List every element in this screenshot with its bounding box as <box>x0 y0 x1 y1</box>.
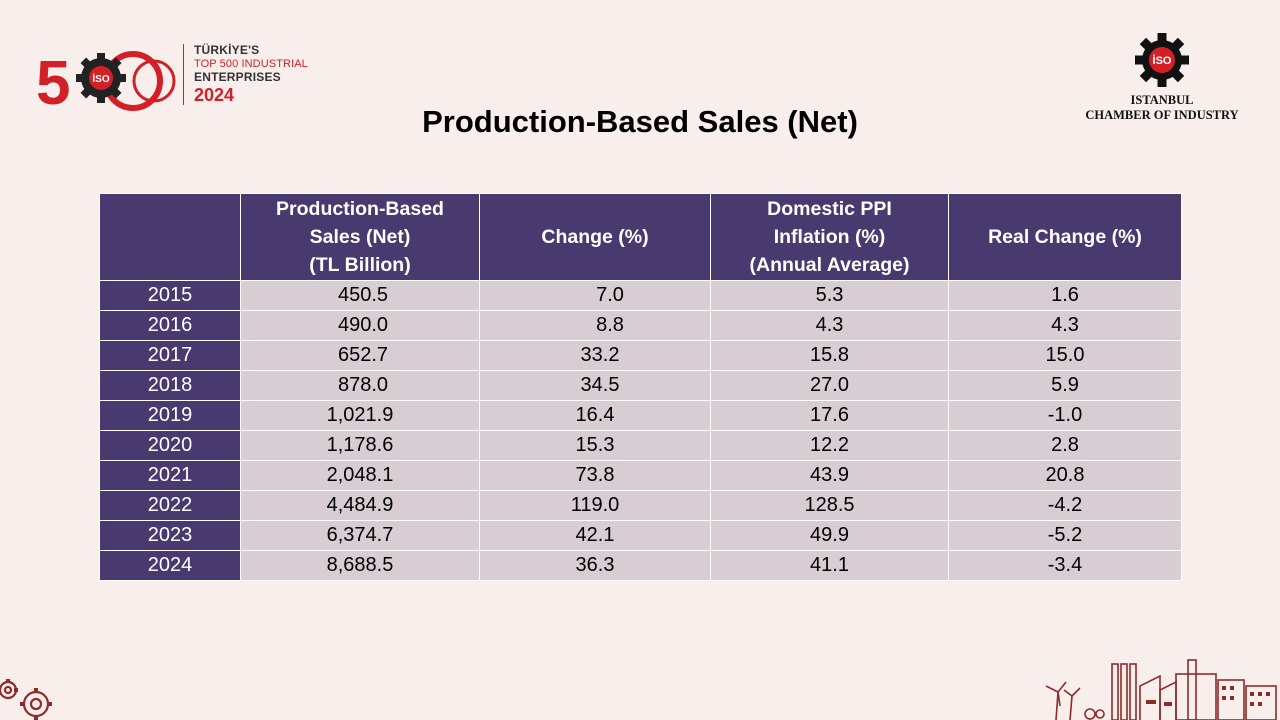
iso-gear-icon: İSO <box>1135 33 1189 87</box>
header-real-change: Real Change (%) <box>948 193 1182 281</box>
table-row: 2015 450.5 7.0 5.3 1.6 <box>99 280 1182 311</box>
table-row: 2016 490.0 8.8 4.3 4.3 <box>99 310 1182 341</box>
cell-change: 7.0 <box>479 280 711 311</box>
cell-real-change: 1.6 <box>948 280 1182 311</box>
cell-real-change: 15.0 <box>948 340 1182 371</box>
cell-real-change: 20.8 <box>948 460 1182 491</box>
table-row: 2020 1,178.6 15.3 12.2 2.8 <box>99 430 1182 461</box>
cell-year: 2019 <box>99 400 241 431</box>
table-row: 2022 4,484.9 119.0 128.5 -4.2 <box>99 490 1182 521</box>
table-row: 2017 652.7 33.2 15.8 15.0 <box>99 340 1182 371</box>
cell-sales: 1,178.6 <box>240 430 480 461</box>
cell-year: 2015 <box>99 280 241 311</box>
page-title: Production-Based Sales (Net) <box>422 104 858 139</box>
cell-year: 2018 <box>99 370 241 401</box>
cell-real-change: -5.2 <box>948 520 1182 551</box>
gears-decoration-icon <box>0 679 52 720</box>
cell-sales: 490.0 <box>240 310 480 341</box>
top500-logo: 5 İSO <box>36 49 176 114</box>
cell-ppi: 5.3 <box>710 280 949 311</box>
cell-change: 73.8 <box>479 460 711 491</box>
iso-logo-text: ISTANBUL CHAMBER OF INDUSTRY <box>1060 93 1264 123</box>
cell-change: 15.3 <box>479 430 711 461</box>
logo-line-3: ENTERPRISES <box>194 70 281 84</box>
industry-skyline-icon <box>1045 659 1277 720</box>
header-change: Change (%) <box>479 193 711 281</box>
table-row: 2023 6,374.7 42.1 49.9 -5.2 <box>99 520 1182 551</box>
cell-real-change: -4.2 <box>948 490 1182 521</box>
cell-real-change: 5.9 <box>948 370 1182 401</box>
cell-sales: 878.0 <box>240 370 480 401</box>
iso-line-2: CHAMBER OF INDUSTRY <box>1085 108 1239 122</box>
cell-ppi: 17.6 <box>710 400 949 431</box>
table-row: 2018 878.0 34.5 27.0 5.9 <box>99 370 1182 401</box>
cell-year: 2023 <box>99 520 241 551</box>
logo-five: 5 <box>36 49 70 114</box>
cell-sales: 8,688.5 <box>240 550 480 581</box>
logo-zero-ring-2 <box>132 59 176 103</box>
header-ppi: Domestic PPI Inflation (%) (Annual Avera… <box>710 193 949 281</box>
cell-year: 2024 <box>99 550 241 581</box>
cell-ppi: 15.8 <box>710 340 949 371</box>
cell-year: 2017 <box>99 340 241 371</box>
cell-ppi: 41.1 <box>710 550 949 581</box>
logo-badge-text: İSO <box>92 72 109 85</box>
sales-table: Production-Based Sales (Net) (TL Billion… <box>99 193 1182 581</box>
cell-sales: 1,021.9 <box>240 400 480 431</box>
cell-ppi: 49.9 <box>710 520 949 551</box>
cell-year: 2016 <box>99 310 241 341</box>
cell-change: 42.1 <box>479 520 711 551</box>
gear-icon: İSO <box>76 53 126 103</box>
header-sales: Production-Based Sales (Net) (TL Billion… <box>240 193 480 281</box>
table-row: 2024 8,688.5 36.3 41.1 -3.4 <box>99 550 1182 581</box>
cell-year: 2020 <box>99 430 241 461</box>
cell-change: 119.0 <box>479 490 711 521</box>
top500-logo-text: TÜRKİYE'S TOP 500 INDUSTRIAL ENTERPRISES… <box>183 43 308 105</box>
logo-line-2: TOP 500 INDUSTRIAL <box>194 57 308 70</box>
cell-change: 8.8 <box>479 310 711 341</box>
cell-ppi: 43.9 <box>710 460 949 491</box>
cell-ppi: 4.3 <box>710 310 949 341</box>
cell-year: 2022 <box>99 490 241 521</box>
logo-line-1: TÜRKİYE'S <box>194 43 260 57</box>
cell-real-change: -3.4 <box>948 550 1182 581</box>
cell-sales: 6,374.7 <box>240 520 480 551</box>
cell-change: 16.4 <box>479 400 711 431</box>
logo-line-4: 2024 <box>194 84 235 105</box>
iso-line-1: ISTANBUL <box>1130 93 1194 107</box>
cell-change: 34.5 <box>479 370 711 401</box>
header-year <box>99 193 241 281</box>
cell-sales: 450.5 <box>240 280 480 311</box>
cell-real-change: 4.3 <box>948 310 1182 341</box>
table-header-row: Production-Based Sales (Net) (TL Billion… <box>99 193 1182 281</box>
cell-sales: 2,048.1 <box>240 460 480 491</box>
cell-ppi: 12.2 <box>710 430 949 461</box>
cell-sales: 4,484.9 <box>240 490 480 521</box>
cell-change: 36.3 <box>479 550 711 581</box>
cell-ppi: 27.0 <box>710 370 949 401</box>
table-row: 2021 2,048.1 73.8 43.9 20.8 <box>99 460 1182 491</box>
cell-change: 33.2 <box>479 340 711 371</box>
cell-year: 2021 <box>99 460 241 491</box>
cell-sales: 652.7 <box>240 340 480 371</box>
table-row: 2019 1,021.9 16.4 17.6 -1.0 <box>99 400 1182 431</box>
iso-badge-text: İSO <box>1153 54 1172 67</box>
cell-real-change: -1.0 <box>948 400 1182 431</box>
cell-real-change: 2.8 <box>948 430 1182 461</box>
cell-ppi: 128.5 <box>710 490 949 521</box>
